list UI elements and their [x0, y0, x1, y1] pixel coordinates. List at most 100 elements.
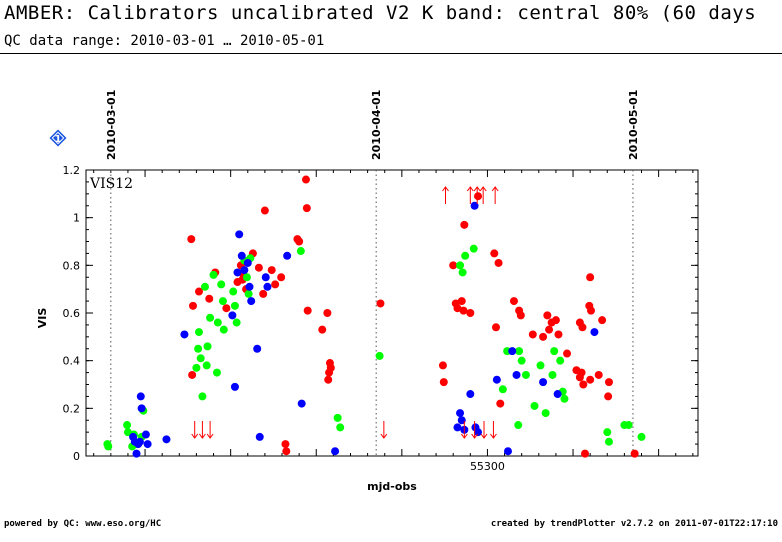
- outlier-arrow-down: [460, 421, 468, 439]
- data-point-green: [521, 370, 530, 379]
- footer-powered-by: powered by QC: www.eso.org/HC: [4, 519, 162, 529]
- data-point-red: [326, 363, 335, 372]
- chart-title: AMBER: Calibrators uncalibrated V2 K ban…: [4, 2, 757, 24]
- data-point-red: [563, 349, 572, 358]
- outlier-arrow-down: [480, 421, 488, 439]
- outlier-arrow-head: [480, 433, 488, 439]
- data-point-blue: [247, 297, 256, 306]
- outlier-arrow-up: [473, 186, 481, 204]
- data-point-blue: [297, 399, 306, 408]
- data-point-blue: [457, 416, 466, 425]
- data-point-blue: [235, 230, 244, 239]
- outlier-arrow-down: [199, 421, 206, 439]
- data-point-red: [539, 332, 548, 341]
- outlier-arrow-head: [491, 186, 499, 192]
- data-point-red: [579, 380, 588, 389]
- data-point-red: [578, 323, 587, 332]
- outlier-arrow-head: [460, 433, 468, 439]
- outlier-arrow-head: [479, 186, 487, 192]
- data-point-red: [194, 287, 203, 296]
- outlier-arrow-head: [471, 433, 478, 439]
- data-point-green: [194, 328, 203, 337]
- outlier-arrow-up: [479, 186, 487, 204]
- y-tick-label: 1.2: [63, 164, 81, 177]
- data-point-red: [271, 280, 280, 289]
- y-tick-label: 0.6: [63, 307, 81, 320]
- data-point-blue: [590, 328, 599, 337]
- data-point-blue: [253, 344, 262, 353]
- outlier-arrow-head: [191, 433, 199, 439]
- data-point-green: [550, 347, 559, 356]
- data-point-blue: [456, 409, 465, 418]
- data-point-green: [556, 356, 565, 365]
- data-point-blue: [245, 282, 254, 291]
- data-point-blue: [470, 201, 479, 210]
- data-point-blue: [141, 430, 150, 439]
- data-point-green: [637, 432, 646, 441]
- x-tick-label: 55300: [470, 460, 505, 473]
- data-point-red: [496, 399, 505, 408]
- data-point-red: [222, 304, 231, 313]
- data-point-blue: [243, 258, 252, 267]
- data-point-blue: [512, 370, 521, 379]
- outlier-arrow-up: [491, 186, 499, 204]
- data-point-red: [494, 258, 503, 267]
- y-tick-label: 0.2: [63, 402, 81, 415]
- data-point-blue: [143, 440, 152, 449]
- data-point-blue: [508, 347, 517, 356]
- data-point-green: [212, 368, 221, 377]
- outlier-arrow-head: [473, 186, 481, 192]
- data-point-green: [530, 401, 539, 410]
- outlier-arrow-head: [206, 433, 214, 439]
- data-point-blue: [136, 392, 145, 401]
- outlier-arrow-up: [466, 186, 474, 204]
- data-point-blue: [230, 382, 239, 391]
- data-point-red: [188, 301, 197, 310]
- info-diamond-icon[interactable]: 1: [49, 129, 67, 147]
- data-point-green: [333, 413, 342, 422]
- data-point-red: [594, 370, 603, 379]
- data-point-red: [457, 297, 466, 306]
- data-point-green: [230, 301, 239, 310]
- y-tick-label: 1: [73, 212, 80, 225]
- data-point-green: [198, 392, 207, 401]
- data-point-blue: [453, 423, 462, 432]
- data-point-blue: [503, 447, 512, 456]
- data-point-red: [543, 311, 552, 320]
- data-point-green: [209, 270, 218, 279]
- data-point-green: [458, 268, 467, 277]
- data-point-green: [541, 409, 550, 418]
- outlier-arrow-up: [442, 186, 449, 204]
- data-point-green: [515, 347, 524, 356]
- outlier-arrow-head: [442, 186, 449, 192]
- data-point-red: [604, 378, 613, 387]
- data-point-red: [474, 192, 483, 201]
- y-tick-label: 0.4: [63, 355, 81, 368]
- data-point-green: [123, 428, 132, 437]
- outlier-arrow-down: [206, 421, 214, 439]
- data-point-red: [323, 309, 332, 317]
- data-point-red: [490, 249, 499, 258]
- data-point-red: [586, 273, 595, 282]
- data-point-green: [123, 421, 132, 430]
- data-point-blue: [237, 251, 246, 260]
- data-point-green: [536, 361, 545, 370]
- data-point-green: [217, 280, 226, 289]
- data-point-red: [466, 309, 475, 317]
- data-point-red: [554, 330, 563, 339]
- data-point-blue: [261, 273, 270, 282]
- data-point-green: [336, 423, 345, 432]
- data-point-red: [187, 235, 196, 244]
- data-point-green: [514, 421, 523, 430]
- data-point-green: [203, 342, 212, 351]
- data-point-blue: [137, 404, 146, 413]
- data-point-blue: [180, 330, 189, 339]
- data-point-red: [586, 375, 595, 384]
- data-point-red: [301, 175, 310, 184]
- data-point-red: [581, 449, 590, 458]
- data-point-blue: [492, 375, 501, 384]
- data-point-red: [491, 323, 500, 332]
- data-point-green: [469, 244, 478, 253]
- data-point-blue: [162, 435, 171, 444]
